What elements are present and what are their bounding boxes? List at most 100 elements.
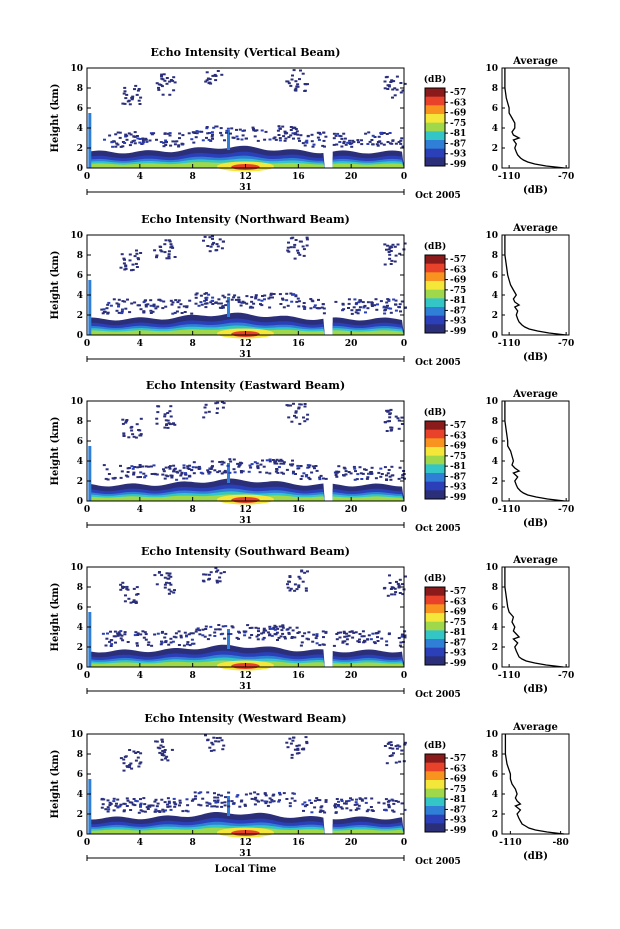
high-echo-cell (122, 257, 126, 260)
echo-speckle (385, 478, 388, 481)
echo-speckle (350, 798, 354, 801)
echo-speckle (102, 464, 106, 467)
y-tick-label: 6 (77, 437, 83, 447)
echo-speckle (138, 464, 142, 466)
echo-speckle (220, 472, 224, 475)
high-echo-cell (166, 419, 170, 422)
echo-speckle (324, 135, 328, 138)
echo-speckle (265, 459, 269, 462)
echo-speckle (312, 306, 316, 309)
echo-speckle (342, 132, 346, 135)
echo-speckle (232, 136, 236, 139)
echo-speckle (345, 632, 349, 635)
echo-speckle (120, 310, 124, 313)
echo-speckle (169, 144, 173, 147)
high-echo-cell (218, 576, 222, 579)
high-echo-cell (392, 752, 395, 755)
colorbar-tick-label: -93 (450, 483, 466, 493)
echo-speckle (169, 299, 173, 302)
echo-speckle (276, 627, 280, 630)
echo-speckle (281, 632, 285, 635)
echo-speckle (350, 312, 354, 315)
echo-speckle (190, 638, 194, 641)
high-echo-cell (137, 258, 140, 261)
colorbar-segment (425, 88, 445, 98)
date-label: Oct 2005 (415, 524, 461, 534)
high-echo-cell (208, 746, 212, 749)
echo-speckle (347, 307, 350, 309)
echo-speckle (359, 472, 363, 475)
echo-speckle (310, 299, 314, 302)
echo-speckle (136, 466, 140, 469)
high-echo-cell (215, 243, 219, 246)
echo-speckle (280, 459, 284, 462)
high-echo-cell (125, 587, 129, 590)
high-echo-cell (387, 85, 391, 88)
high-echo-cell (297, 407, 301, 410)
echo-speckle (268, 472, 272, 475)
x-tick-label: 16 (292, 505, 305, 515)
echo-speckle (371, 632, 375, 635)
echo-speckle (401, 145, 405, 148)
colorbar-tick-label: -57 (450, 754, 466, 764)
echo-speckle (253, 803, 257, 806)
echo-speckle (391, 139, 395, 142)
colorbar-segment (425, 788, 445, 798)
echo-speckle (274, 625, 278, 628)
x-tick-label: 0 (84, 838, 90, 848)
echo-speckle (335, 475, 339, 478)
echo-speckle (162, 300, 166, 303)
echo-speckle (269, 293, 273, 296)
echo-speckle (144, 633, 148, 636)
colorbar-segment (425, 656, 445, 666)
echo-speckle (181, 134, 185, 137)
echo-speckle (128, 801, 132, 804)
echo-speckle (136, 632, 140, 635)
average-y-tick-label: 10 (485, 730, 498, 740)
echo-speckle (289, 126, 293, 128)
echo-speckle (195, 130, 199, 133)
echo-speckle (120, 470, 124, 473)
echo-speckle (132, 471, 136, 474)
high-echo-cell (168, 240, 172, 243)
average-y-tick-label: 10 (485, 563, 498, 573)
echo-speckle (337, 465, 341, 468)
echo-speckle (281, 297, 284, 300)
high-echo-cell (172, 591, 176, 594)
echo-speckle (143, 476, 147, 479)
echo-speckle (296, 467, 300, 470)
echo-speckle (399, 139, 403, 142)
high-echo-cell (155, 740, 159, 743)
high-echo-cell (165, 581, 168, 584)
echo-speckle (182, 477, 186, 480)
high-echo-cell (119, 588, 123, 591)
colorbar-tick-label: -93 (450, 649, 466, 659)
x-tick-label: 0 (401, 172, 407, 182)
echo-speckle (149, 312, 153, 314)
high-echo-cell (135, 266, 139, 268)
echo-speckle (150, 133, 154, 136)
echo-speckle (260, 129, 264, 132)
echo-speckle (316, 799, 320, 801)
echo-speckle (237, 298, 241, 301)
high-echo-cell (132, 435, 136, 438)
echo-speckle (399, 142, 403, 145)
echo-speckle (401, 635, 405, 637)
echo-speckle (240, 138, 244, 141)
colorbar-segment (425, 780, 445, 790)
echo-speckle (141, 139, 145, 142)
high-echo-cell (161, 740, 164, 743)
echo-speckle (368, 471, 372, 474)
echo-speckle (249, 305, 253, 308)
echo-speckle (332, 143, 336, 146)
echo-speckle (344, 802, 348, 805)
echo-speckle (181, 810, 185, 813)
echo-speckle (163, 132, 167, 135)
average-x-tick-label: -70 (558, 339, 574, 349)
y-tick-label: 8 (77, 417, 83, 427)
echo-speckle (349, 472, 353, 475)
echo-speckle (268, 460, 272, 463)
echo-speckle (213, 631, 217, 634)
colorbar-segment (425, 639, 445, 649)
echo-speckle (199, 301, 203, 304)
